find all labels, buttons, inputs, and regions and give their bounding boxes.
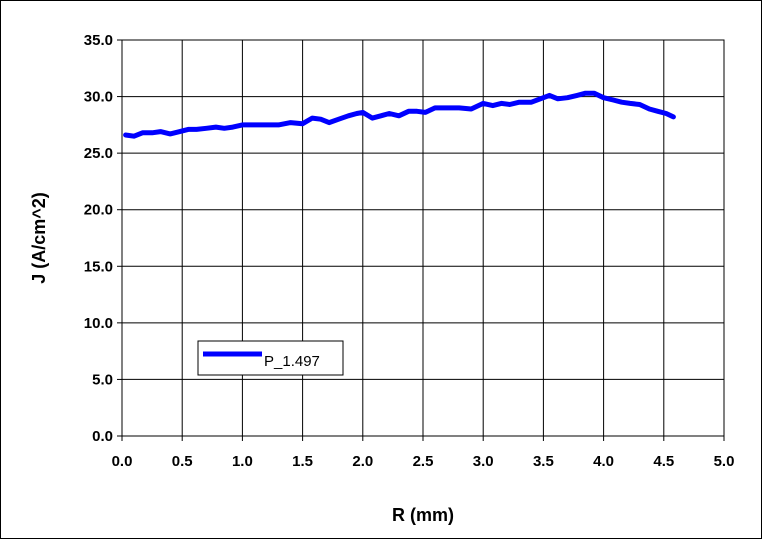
x-tick-label: 1.5 <box>292 453 313 470</box>
x-tick-label: 2.5 <box>413 453 434 470</box>
series-group <box>123 90 676 139</box>
legend-box <box>197 340 344 376</box>
x-tick-label: 4.5 <box>653 453 674 470</box>
legend: P_1.497 <box>197 340 344 376</box>
y-tick-label: 15.0 <box>84 258 113 275</box>
y-tick-label: 5.0 <box>92 371 113 388</box>
x-tick-labels: 0.0 0.5 1.0 1.5 2.0 2.5 3.0 3.5 4.0 4.5 5.0 <box>112 453 735 470</box>
x-tick-label: 4.0 <box>593 453 614 470</box>
x-axis-title: R (mm) <box>392 505 454 525</box>
y-tick-label: 35.0 <box>84 32 113 49</box>
y-tick-label: 10.0 <box>84 315 113 332</box>
y-tick-label: 25.0 <box>84 145 113 162</box>
axes <box>117 39 725 441</box>
x-tick-label: 3.0 <box>473 453 494 470</box>
x-tick-label: 0.5 <box>172 453 193 470</box>
y-tick-label: 30.0 <box>84 89 113 106</box>
x-tick-label: 3.5 <box>533 453 554 470</box>
y-axis-title: J (A/cm^2) <box>29 192 49 284</box>
y-tick-label: 0.0 <box>92 428 113 445</box>
series-line <box>123 90 676 139</box>
x-tick-label: 1.0 <box>232 453 253 470</box>
x-tick-label: 0.0 <box>112 453 133 470</box>
x-tick-label: 5.0 <box>714 453 735 470</box>
y-tick-label: 20.0 <box>84 202 113 219</box>
x-tick-label: 2.0 <box>352 453 373 470</box>
y-tick-labels: 0.0 5.0 10.0 15.0 20.0 25.0 30.0 35.0 <box>84 32 113 445</box>
legend-label: P_1.497 <box>264 353 320 370</box>
